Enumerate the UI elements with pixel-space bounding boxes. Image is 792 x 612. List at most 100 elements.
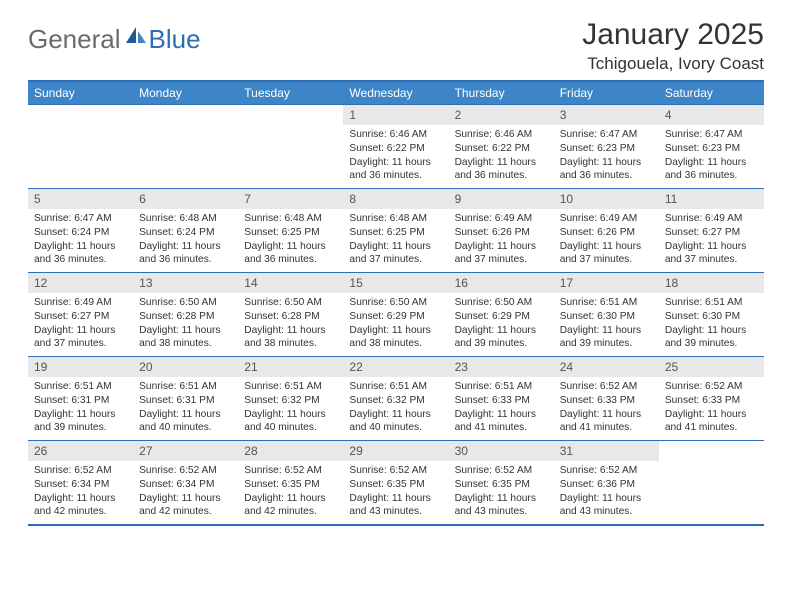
- month-title: January 2025: [582, 18, 764, 52]
- calendar-table: SundayMondayTuesdayWednesdayThursdayFrid…: [28, 80, 764, 526]
- day-number: 21: [238, 357, 343, 377]
- day-info: Sunrise: 6:51 AMSunset: 6:30 PMDaylight:…: [554, 293, 659, 355]
- day-info: Sunrise: 6:48 AMSunset: 6:24 PMDaylight:…: [133, 209, 238, 271]
- day-info: Sunrise: 6:51 AMSunset: 6:33 PMDaylight:…: [449, 377, 554, 439]
- day-info: Sunrise: 6:52 AMSunset: 6:34 PMDaylight:…: [28, 461, 133, 523]
- day-number: 26: [28, 441, 133, 461]
- day-number: 17: [554, 273, 659, 293]
- week-row: 19Sunrise: 6:51 AMSunset: 6:31 PMDayligh…: [28, 357, 764, 441]
- day-info: Sunrise: 6:52 AMSunset: 6:33 PMDaylight:…: [554, 377, 659, 439]
- day-info: Sunrise: 6:51 AMSunset: 6:31 PMDaylight:…: [28, 377, 133, 439]
- logo-sail-icon: [125, 25, 147, 50]
- day-cell: 20Sunrise: 6:51 AMSunset: 6:31 PMDayligh…: [133, 357, 238, 441]
- empty-day: [28, 105, 133, 189]
- day-number: 3: [554, 105, 659, 125]
- day-number: 12: [28, 273, 133, 293]
- week-row: 12Sunrise: 6:49 AMSunset: 6:27 PMDayligh…: [28, 273, 764, 357]
- day-info: Sunrise: 6:48 AMSunset: 6:25 PMDaylight:…: [238, 209, 343, 271]
- day-info: Sunrise: 6:49 AMSunset: 6:27 PMDaylight:…: [28, 293, 133, 355]
- day-info: Sunrise: 6:51 AMSunset: 6:32 PMDaylight:…: [343, 377, 448, 439]
- day-info: Sunrise: 6:50 AMSunset: 6:28 PMDaylight:…: [133, 293, 238, 355]
- day-cell: 28Sunrise: 6:52 AMSunset: 6:35 PMDayligh…: [238, 441, 343, 525]
- day-number: 2: [449, 105, 554, 125]
- day-cell: 13Sunrise: 6:50 AMSunset: 6:28 PMDayligh…: [133, 273, 238, 357]
- day-info: Sunrise: 6:51 AMSunset: 6:31 PMDaylight:…: [133, 377, 238, 439]
- day-number: 13: [133, 273, 238, 293]
- day-info: Sunrise: 6:52 AMSunset: 6:35 PMDaylight:…: [238, 461, 343, 523]
- week-row: 5Sunrise: 6:47 AMSunset: 6:24 PMDaylight…: [28, 189, 764, 273]
- day-cell: 29Sunrise: 6:52 AMSunset: 6:35 PMDayligh…: [343, 441, 448, 525]
- logo-text-general: General: [28, 24, 121, 55]
- day-info: Sunrise: 6:50 AMSunset: 6:29 PMDaylight:…: [449, 293, 554, 355]
- day-cell: 23Sunrise: 6:51 AMSunset: 6:33 PMDayligh…: [449, 357, 554, 441]
- day-number: 11: [659, 189, 764, 209]
- day-number: 29: [343, 441, 448, 461]
- day-number: 31: [554, 441, 659, 461]
- day-cell: 5Sunrise: 6:47 AMSunset: 6:24 PMDaylight…: [28, 189, 133, 273]
- day-number: 15: [343, 273, 448, 293]
- day-cell: 19Sunrise: 6:51 AMSunset: 6:31 PMDayligh…: [28, 357, 133, 441]
- day-info: Sunrise: 6:52 AMSunset: 6:34 PMDaylight:…: [133, 461, 238, 523]
- weekday-header: Thursday: [449, 81, 554, 105]
- logo: General Blue: [28, 24, 201, 55]
- weekday-header-row: SundayMondayTuesdayWednesdayThursdayFrid…: [28, 81, 764, 105]
- day-number: 24: [554, 357, 659, 377]
- week-row: 1Sunrise: 6:46 AMSunset: 6:22 PMDaylight…: [28, 105, 764, 189]
- day-cell: 14Sunrise: 6:50 AMSunset: 6:28 PMDayligh…: [238, 273, 343, 357]
- day-cell: 26Sunrise: 6:52 AMSunset: 6:34 PMDayligh…: [28, 441, 133, 525]
- day-number: 9: [449, 189, 554, 209]
- day-info: Sunrise: 6:52 AMSunset: 6:33 PMDaylight:…: [659, 377, 764, 439]
- logo-text-blue: Blue: [149, 24, 201, 55]
- day-number: 10: [554, 189, 659, 209]
- day-number: 19: [28, 357, 133, 377]
- day-cell: 10Sunrise: 6:49 AMSunset: 6:26 PMDayligh…: [554, 189, 659, 273]
- day-cell: 16Sunrise: 6:50 AMSunset: 6:29 PMDayligh…: [449, 273, 554, 357]
- day-cell: 6Sunrise: 6:48 AMSunset: 6:24 PMDaylight…: [133, 189, 238, 273]
- day-info: Sunrise: 6:51 AMSunset: 6:30 PMDaylight:…: [659, 293, 764, 355]
- day-number: 22: [343, 357, 448, 377]
- day-number: 8: [343, 189, 448, 209]
- day-number: 27: [133, 441, 238, 461]
- day-number: 23: [449, 357, 554, 377]
- weekday-header: Tuesday: [238, 81, 343, 105]
- empty-day: [238, 105, 343, 189]
- day-cell: 3Sunrise: 6:47 AMSunset: 6:23 PMDaylight…: [554, 105, 659, 189]
- day-info: Sunrise: 6:46 AMSunset: 6:22 PMDaylight:…: [343, 125, 448, 187]
- day-number: 18: [659, 273, 764, 293]
- day-number: 7: [238, 189, 343, 209]
- day-info: Sunrise: 6:52 AMSunset: 6:35 PMDaylight:…: [343, 461, 448, 523]
- day-cell: 2Sunrise: 6:46 AMSunset: 6:22 PMDaylight…: [449, 105, 554, 189]
- day-cell: 11Sunrise: 6:49 AMSunset: 6:27 PMDayligh…: [659, 189, 764, 273]
- day-number: 4: [659, 105, 764, 125]
- day-cell: 25Sunrise: 6:52 AMSunset: 6:33 PMDayligh…: [659, 357, 764, 441]
- header: General Blue January 2025 Tchigouela, Iv…: [28, 18, 764, 74]
- day-info: Sunrise: 6:52 AMSunset: 6:36 PMDaylight:…: [554, 461, 659, 523]
- day-info: Sunrise: 6:50 AMSunset: 6:29 PMDaylight:…: [343, 293, 448, 355]
- title-block: January 2025 Tchigouela, Ivory Coast: [582, 18, 764, 74]
- day-info: Sunrise: 6:49 AMSunset: 6:27 PMDaylight:…: [659, 209, 764, 271]
- day-number: 30: [449, 441, 554, 461]
- day-cell: 18Sunrise: 6:51 AMSunset: 6:30 PMDayligh…: [659, 273, 764, 357]
- weekday-header: Saturday: [659, 81, 764, 105]
- day-number: 25: [659, 357, 764, 377]
- weekday-header: Monday: [133, 81, 238, 105]
- day-number: 28: [238, 441, 343, 461]
- location: Tchigouela, Ivory Coast: [582, 54, 764, 74]
- day-number: 1: [343, 105, 448, 125]
- day-cell: 31Sunrise: 6:52 AMSunset: 6:36 PMDayligh…: [554, 441, 659, 525]
- day-cell: 27Sunrise: 6:52 AMSunset: 6:34 PMDayligh…: [133, 441, 238, 525]
- day-cell: 7Sunrise: 6:48 AMSunset: 6:25 PMDaylight…: [238, 189, 343, 273]
- empty-day: [133, 105, 238, 189]
- week-row: 26Sunrise: 6:52 AMSunset: 6:34 PMDayligh…: [28, 441, 764, 525]
- day-cell: 21Sunrise: 6:51 AMSunset: 6:32 PMDayligh…: [238, 357, 343, 441]
- day-cell: 1Sunrise: 6:46 AMSunset: 6:22 PMDaylight…: [343, 105, 448, 189]
- day-info: Sunrise: 6:46 AMSunset: 6:22 PMDaylight:…: [449, 125, 554, 187]
- empty-day: [659, 441, 764, 525]
- day-number: 16: [449, 273, 554, 293]
- weekday-header: Friday: [554, 81, 659, 105]
- calendar-body: 1Sunrise: 6:46 AMSunset: 6:22 PMDaylight…: [28, 105, 764, 525]
- day-info: Sunrise: 6:51 AMSunset: 6:32 PMDaylight:…: [238, 377, 343, 439]
- day-info: Sunrise: 6:48 AMSunset: 6:25 PMDaylight:…: [343, 209, 448, 271]
- day-info: Sunrise: 6:50 AMSunset: 6:28 PMDaylight:…: [238, 293, 343, 355]
- day-cell: 30Sunrise: 6:52 AMSunset: 6:35 PMDayligh…: [449, 441, 554, 525]
